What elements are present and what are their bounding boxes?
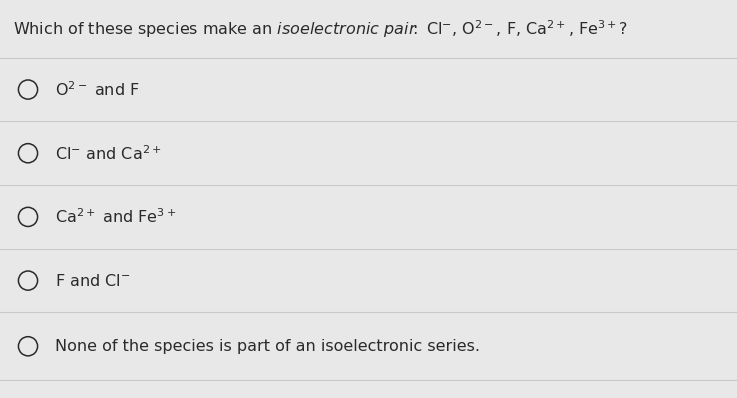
Text: Which of these species make an $\mathit{isoelectronic\ pair\!\!:}$ Cl$^{-}$, O$^: Which of these species make an $\mathit{… bbox=[13, 18, 628, 40]
Text: F and Cl$^{-}$: F and Cl$^{-}$ bbox=[55, 273, 130, 289]
Text: Cl$^{-}$ and Ca$^{2+}$: Cl$^{-}$ and Ca$^{2+}$ bbox=[55, 144, 161, 162]
Text: None of the species is part of an isoelectronic series.: None of the species is part of an isoele… bbox=[55, 339, 481, 354]
Text: O$^{2-}$ and F: O$^{2-}$ and F bbox=[55, 80, 140, 99]
Text: Ca$^{2+}$ and Fe$^{3+}$: Ca$^{2+}$ and Fe$^{3+}$ bbox=[55, 208, 177, 226]
